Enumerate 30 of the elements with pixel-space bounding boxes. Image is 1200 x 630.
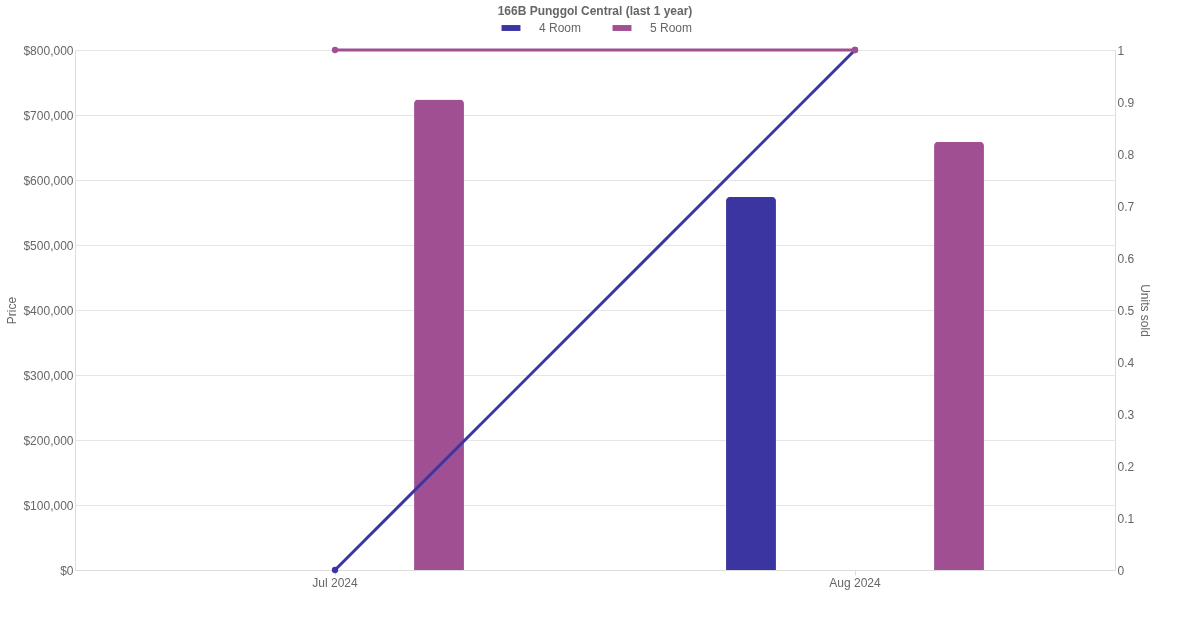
y2-tick-label: 0.4 [1117,355,1135,370]
bar [934,141,984,570]
x-tick-label: Jul 2024 [312,575,359,590]
chart-title: 166B Punggol Central (last 1 year) [497,4,693,18]
y2-tick-label: 0.2 [1117,459,1135,474]
legend-label: 5 Room [650,21,693,35]
y-tick-label: $800,000 [23,43,74,58]
bar [726,196,776,570]
y-axis-title: Price [5,296,20,325]
x-tick-label: Aug 2024 [829,575,882,590]
y-tick-label: $700,000 [23,108,74,123]
y2-tick-label: 0.1 [1117,511,1135,526]
y-tick-label: $100,000 [23,498,74,513]
y2-tick-label: 0.5 [1117,303,1135,318]
y2-tick-label: 1 [1117,43,1125,58]
y2-tick-label: 0 [1117,563,1125,578]
y2-tick-label: 0.8 [1117,147,1135,162]
y2-axis-title: Units sold [1138,284,1153,337]
bar [414,99,464,570]
y2-tick-label: 0.9 [1117,95,1135,110]
y2-tick-label: 0.7 [1117,199,1135,214]
y-tick-label: $300,000 [23,368,74,383]
y-tick-label: $0 [60,563,74,578]
y-tick-label: $600,000 [23,173,74,188]
y2-tick-label: 0.3 [1117,407,1135,422]
y-tick-label: $500,000 [23,238,74,253]
y-tick-label: $400,000 [23,303,74,318]
y2-tick-label: 0.6 [1117,251,1135,266]
y-tick-label: $200,000 [23,433,74,448]
legend-label: 4 Room [539,21,582,35]
